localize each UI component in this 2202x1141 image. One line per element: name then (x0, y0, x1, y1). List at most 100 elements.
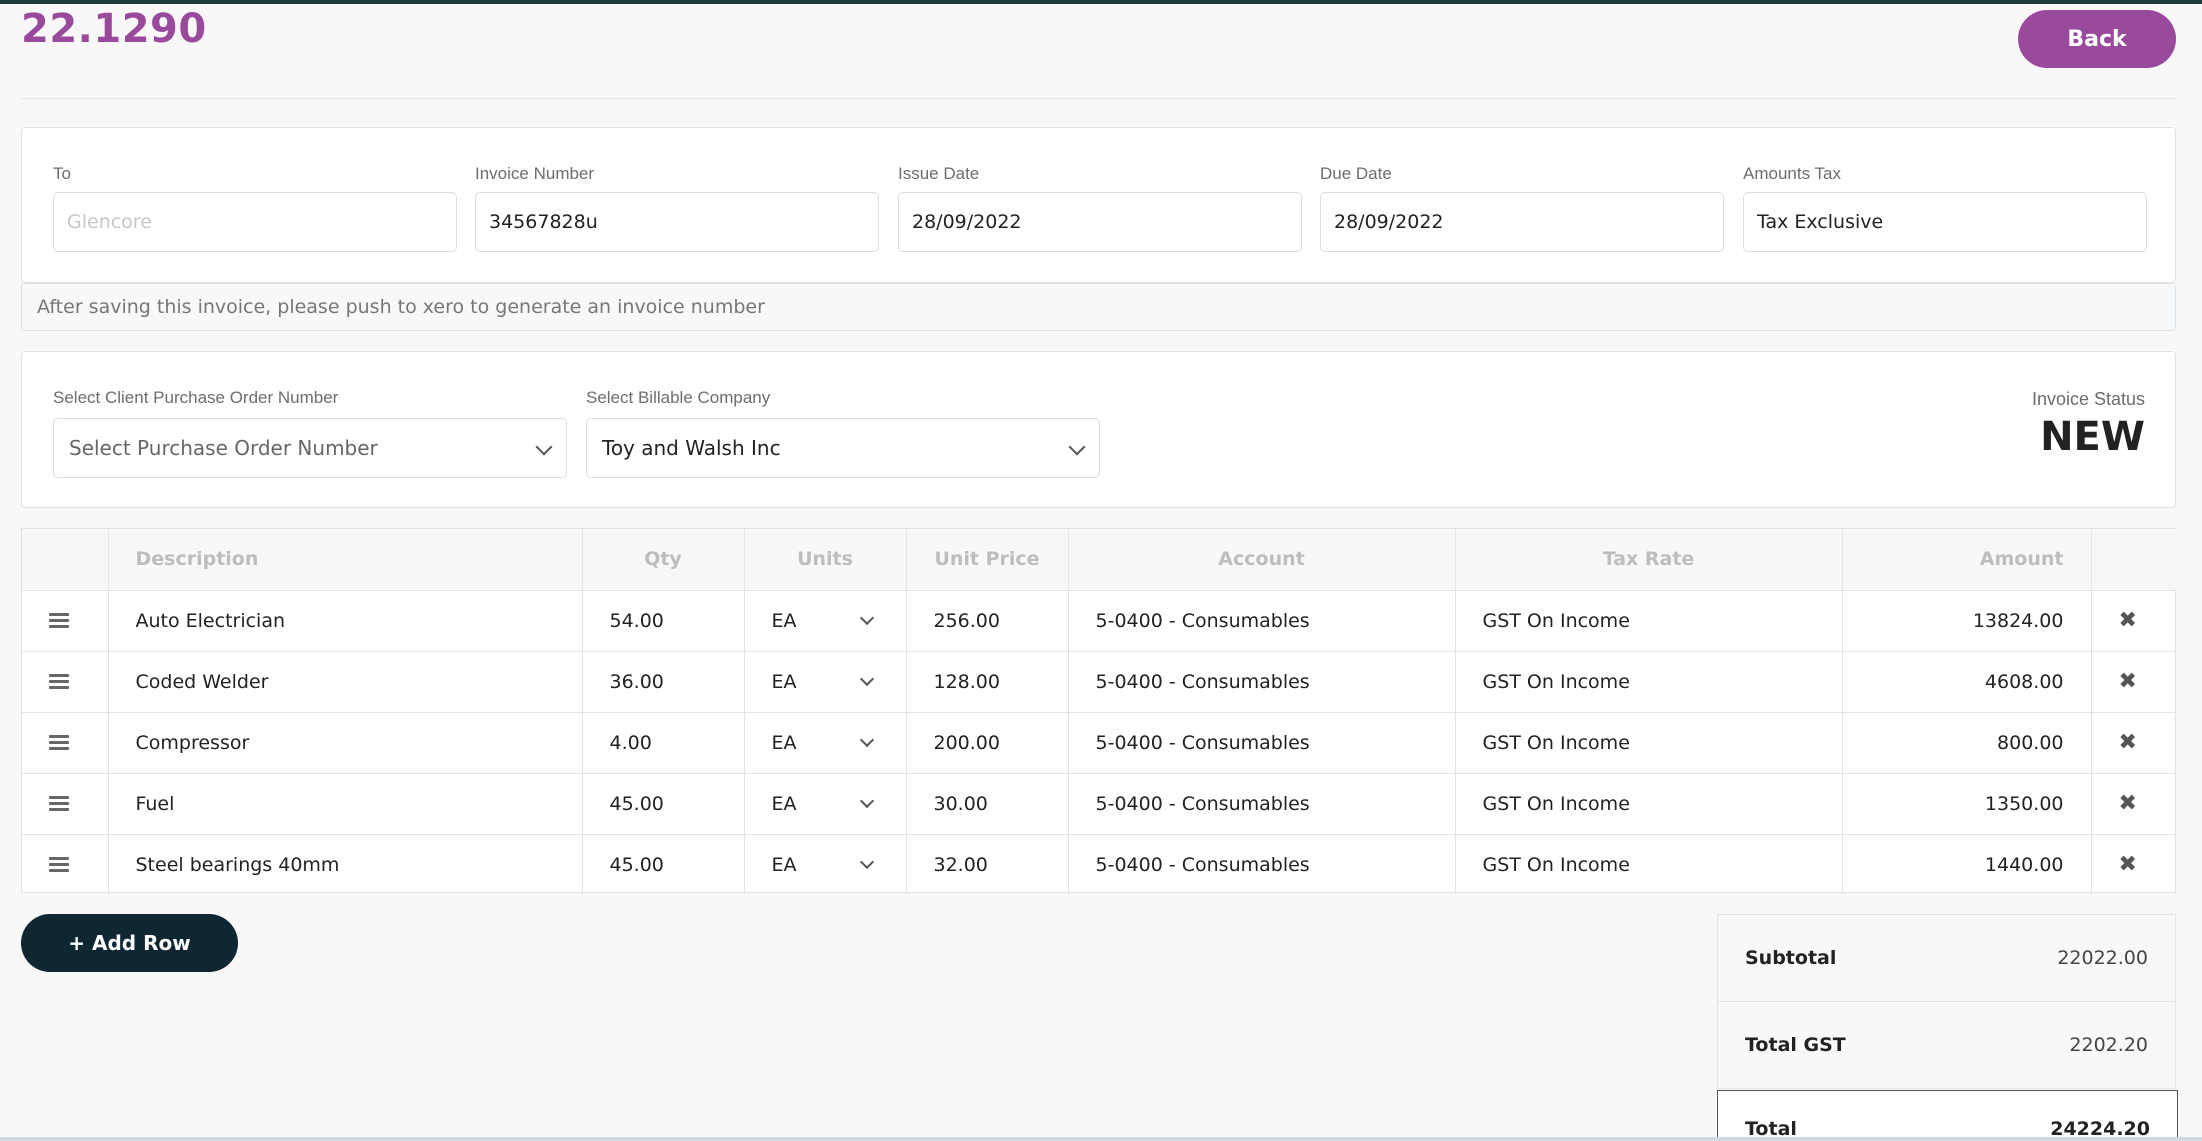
subtotal-label: Subtotal (1745, 947, 1837, 969)
delete-icon[interactable]: ✖ (2118, 852, 2137, 878)
account-cell[interactable]: 5-0400 - Consumables (1068, 651, 1456, 713)
table-header-row: Description Qty Units Unit Price Account… (22, 529, 2177, 591)
qty-cell[interactable]: 54.00 (582, 590, 745, 652)
add-row-button[interactable]: + Add Row (21, 914, 238, 972)
units-value: EA (771, 853, 797, 876)
amount-cell: 800.00 (1842, 712, 2092, 774)
amount-cell: 1440.00 (1842, 834, 2092, 895)
issue-date-field[interactable]: 28/09/2022 (898, 192, 1302, 252)
total-label: Total (1745, 1118, 1797, 1140)
due-date-field[interactable]: 28/09/2022 (1320, 192, 1724, 252)
drag-handle-icon[interactable] (49, 796, 69, 812)
qty-cell[interactable]: 36.00 (582, 651, 745, 713)
issue-date-label: Issue Date (898, 164, 980, 183)
units-select[interactable]: EA (744, 773, 907, 835)
description-cell[interactable]: Compressor (108, 712, 583, 774)
invoice-number-label: Invoice Number (475, 164, 595, 183)
chevron-down-icon (859, 854, 874, 869)
divider (21, 98, 2176, 99)
tax-rate-cell[interactable]: GST On Income (1455, 590, 1843, 652)
column-header-delete (2091, 529, 2177, 591)
unit-price-cell[interactable]: 30.00 (906, 773, 1069, 835)
column-header-description: Description (108, 529, 583, 591)
invoice-number-field[interactable]: 34567828u (475, 192, 879, 252)
table-row: Fuel 45.00 EA 30.00 5-0400 - Consumables… (22, 773, 2177, 835)
amount-cell: 1350.00 (1842, 773, 2092, 835)
table-row: Coded Welder 36.00 EA 128.00 5-0400 - Co… (22, 651, 2177, 713)
table-row: Auto Electrician 54.00 EA 256.00 5-0400 … (22, 590, 2177, 652)
purchase-order-value: Select Purchase Order Number (69, 436, 378, 460)
amount-cell: 13824.00 (1842, 590, 2092, 652)
account-cell[interactable]: 5-0400 - Consumables (1068, 834, 1456, 895)
billable-company-select[interactable]: Toy and Walsh Inc (586, 418, 1100, 478)
drag-handle-icon[interactable] (49, 613, 69, 629)
account-cell[interactable]: 5-0400 - Consumables (1068, 712, 1456, 774)
chevron-down-icon (535, 438, 553, 456)
chevron-down-icon (1068, 438, 1086, 456)
qty-cell[interactable]: 4.00 (582, 712, 745, 774)
delete-icon[interactable]: ✖ (2118, 791, 2137, 816)
description-cell[interactable]: Steel bearings 40mm (108, 834, 583, 895)
qty-cell[interactable]: 45.00 (582, 834, 745, 895)
unit-price-cell[interactable]: 128.00 (906, 651, 1069, 713)
unit-price-cell[interactable]: 200.00 (906, 712, 1069, 774)
delete-icon[interactable]: ✖ (2118, 669, 2137, 694)
column-header-tax-rate: Tax Rate (1455, 529, 1843, 591)
totals-panel: Subtotal 22022.00 Total GST 2202.20 Tota… (1717, 914, 2178, 1141)
account-cell[interactable]: 5-0400 - Consumables (1068, 590, 1456, 652)
drag-handle-icon[interactable] (49, 735, 69, 751)
delete-icon[interactable]: ✖ (2118, 608, 2137, 633)
to-label: To (53, 164, 71, 183)
units-select[interactable]: EA (744, 712, 907, 774)
table-row: Steel bearings 40mm 45.00 EA 32.00 5-040… (22, 834, 2177, 895)
billable-company-label: Select Billable Company (586, 388, 771, 407)
units-value: EA (771, 731, 797, 754)
purchase-order-select[interactable]: Select Purchase Order Number (53, 418, 567, 478)
description-cell[interactable]: Auto Electrician (108, 590, 583, 652)
invoice-status-label: Invoice Status (2031, 389, 2145, 409)
chevron-down-icon (859, 671, 874, 686)
total-value: 24224.20 (2050, 1118, 2150, 1140)
due-date-label: Due Date (1320, 164, 1392, 183)
column-header-drag (22, 529, 109, 591)
column-header-qty: Qty (582, 529, 745, 591)
units-select[interactable]: EA (744, 651, 907, 713)
invoice-details-card: To Glencore Invoice Number 34567828u Iss… (21, 127, 2176, 283)
description-cell[interactable]: Fuel (108, 773, 583, 835)
table-row: Compressor 4.00 EA 200.00 5-0400 - Consu… (22, 712, 2177, 774)
unit-price-cell[interactable]: 32.00 (906, 834, 1069, 895)
purchase-order-label: Select Client Purchase Order Number (53, 388, 339, 407)
drag-handle-icon[interactable] (49, 674, 69, 690)
column-header-amount: Amount (1842, 529, 2092, 591)
billable-company-value: Toy and Walsh Inc (602, 436, 781, 460)
chevron-down-icon (859, 793, 874, 808)
total-gst-label: Total GST (1745, 1034, 1846, 1056)
back-button[interactable]: Back (2018, 10, 2176, 68)
unit-price-cell[interactable]: 256.00 (906, 590, 1069, 652)
amounts-tax-label: Amounts Tax (1743, 164, 1841, 183)
units-value: EA (771, 792, 797, 815)
invoice-status-value: NEW (2040, 414, 2145, 460)
description-cell[interactable]: Coded Welder (108, 651, 583, 713)
tax-rate-cell[interactable]: GST On Income (1455, 651, 1843, 713)
drag-handle-icon[interactable] (49, 857, 69, 873)
account-cell[interactable]: 5-0400 - Consumables (1068, 773, 1456, 835)
chevron-down-icon (859, 610, 874, 625)
line-items-table: Description Qty Units Unit Price Account… (21, 528, 2177, 895)
amount-cell: 4608.00 (1842, 651, 2092, 713)
push-to-xero-note: After saving this invoice, please push t… (21, 283, 2176, 331)
units-select[interactable]: EA (744, 834, 907, 895)
tax-rate-cell[interactable]: GST On Income (1455, 712, 1843, 774)
bottom-edge (0, 1137, 2202, 1141)
amounts-tax-field[interactable]: Tax Exclusive (1743, 192, 2147, 252)
tax-rate-cell[interactable]: GST On Income (1455, 834, 1843, 895)
top-bar (0, 0, 2202, 4)
to-field[interactable]: Glencore (53, 192, 457, 252)
subtotal-value: 22022.00 (2057, 947, 2148, 969)
units-select[interactable]: EA (744, 590, 907, 652)
delete-icon[interactable]: ✖ (2118, 730, 2137, 755)
chevron-down-icon (859, 732, 874, 747)
units-value: EA (771, 670, 797, 693)
qty-cell[interactable]: 45.00 (582, 773, 745, 835)
tax-rate-cell[interactable]: GST On Income (1455, 773, 1843, 835)
